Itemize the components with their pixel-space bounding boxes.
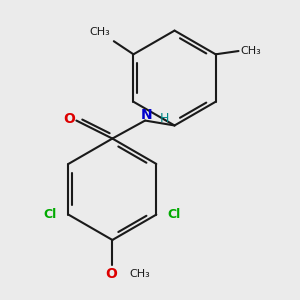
Text: O: O [105, 267, 117, 281]
Text: H: H [159, 112, 169, 125]
Text: N: N [141, 108, 152, 122]
Text: CH₃: CH₃ [129, 269, 150, 279]
Text: Cl: Cl [168, 208, 181, 221]
Text: CH₃: CH₃ [90, 27, 111, 37]
Text: Cl: Cl [44, 208, 57, 221]
Text: CH₃: CH₃ [240, 46, 261, 56]
Text: O: O [63, 112, 75, 126]
